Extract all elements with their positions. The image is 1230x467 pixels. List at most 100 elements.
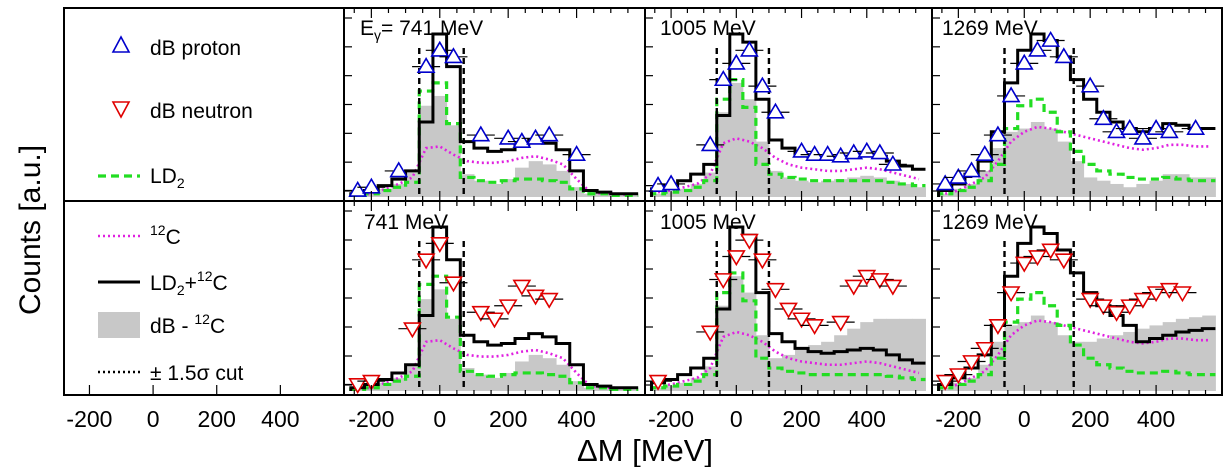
legend-x-tick-label: -200 [66,406,112,432]
diff-bar [624,389,639,391]
sum-line [937,225,1216,391]
legend-c12-label: 12C [150,222,181,249]
proton-marker [1028,40,1047,57]
panel-label-egamma: E [360,17,374,40]
diff-bar [1044,128,1058,197]
diff-bar [1057,335,1071,391]
neutron-marker [539,292,559,309]
sum-line [349,32,639,197]
neutron-marker [485,312,504,329]
diff-bar [556,364,571,391]
diff-bar [703,366,718,391]
proton-marker [1014,53,1034,70]
diff-bar [808,182,822,197]
diff-bar [378,188,393,197]
diff-bar [991,148,1005,197]
neutron-marker [1173,286,1192,303]
proton-marker [753,76,772,93]
diff-bar [405,172,420,197]
legend-ld2-main: LD [150,165,177,188]
proton-marker [1186,118,1206,135]
diff-bar [1030,315,1045,391]
neutron-marker [648,374,668,391]
legend-c12-main: C [166,226,181,249]
diff-bar [1109,335,1124,391]
diff-bar [1044,322,1058,391]
x-tick-label: 400 [848,406,886,432]
legend-c12-sup: 12 [150,222,166,238]
diff-bar [834,179,848,197]
ld2-line [349,81,639,197]
legend-neutron-marker [111,101,131,119]
panel-neutron-1005: -200 0 200 400 [644,200,933,432]
neutron-marker [1041,243,1061,260]
neutron-marker [844,279,864,296]
neutron-marker [1133,292,1153,309]
diff-bar [781,177,796,197]
legend-sum-sub: 2 [177,282,185,298]
diff-bar [729,82,744,197]
proton-marker [1107,122,1126,139]
diff-bar [473,180,489,197]
proton-marker [766,102,785,119]
diff-bar [487,183,502,197]
legend-diff-sup: 12 [194,311,210,327]
proton-marker [539,125,559,142]
diff-bar [597,387,612,391]
proton-marker [471,125,491,142]
neutron-marker [1001,286,1021,303]
c12-line [657,136,920,194]
proton-marker [962,161,981,178]
neutron-marker [416,253,436,270]
proton-marker [389,161,409,178]
panel-label-egamma-sub: γ [374,27,381,43]
legend-cut-end: cut [210,362,244,385]
diff-bar [978,364,992,391]
legend-x-tick-label: 400 [261,406,299,432]
diff-bar [886,180,900,197]
diff-bar [1202,315,1216,391]
neutron-marker [713,273,733,290]
data-panels: -200 0 200 400 -200 0 200 400 -200 0 200 400 [343,7,1223,432]
diff-bar [938,193,953,197]
proton-marker [1159,122,1179,139]
neutron-marker [988,319,1008,335]
neutron-marker [444,276,463,293]
diff-bar [1202,177,1216,197]
panel-label-top-741: Eγ= 741 MeV [360,17,483,43]
proton-marker [1146,118,1166,135]
diff-bar [1109,183,1124,197]
diff-bar [1017,128,1032,197]
proton-marker [726,53,746,70]
legend-sum-main-b: C [213,272,228,295]
ld2-line [936,291,1216,391]
legend-ld2-sub: 2 [177,175,185,191]
neutron-marker [512,279,532,296]
diff-bar [583,193,598,197]
neutron-marker [726,250,746,267]
proton-marker [883,154,903,171]
legend-panel-x-ticks: -200 0 200 400 [66,385,300,432]
proton-marker [430,40,450,57]
neutron-marker [700,325,720,342]
proton-marker [526,128,545,145]
diff-bar [1083,341,1098,391]
legend-diff-swatch [98,312,140,338]
diff-bar [1096,338,1111,391]
panel-label-bottom-741: 741 MeV [364,211,448,234]
diff-bar [446,125,461,197]
diff-bar [515,361,530,391]
panel-proton-1005 [644,7,933,202]
diff-bar [821,341,835,391]
x-tick-label: -200 [348,406,394,432]
diff-bar [515,167,530,197]
proton-marker [870,143,890,160]
diff-bar [834,335,848,391]
diff-bar [556,170,571,197]
panel-label-top-1005: 1005 MeV [660,17,756,40]
legend-sum-label: LD2+12C [150,268,228,298]
diff-bar [847,177,861,197]
proton-marker [818,145,838,162]
diff-bar [473,374,489,391]
neutron-marker [348,378,368,395]
